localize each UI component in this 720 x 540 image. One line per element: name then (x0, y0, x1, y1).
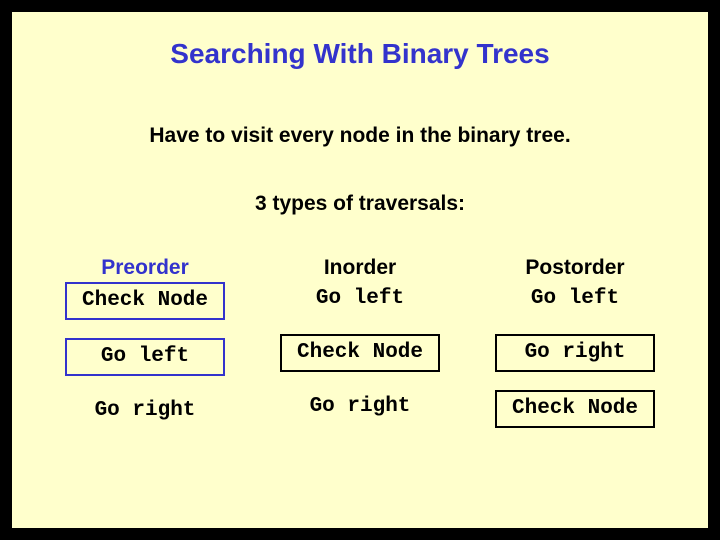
slide-title: Searching With Binary Trees (12, 38, 708, 70)
column-preorder: Preorder Check Node Go left Go right (45, 256, 245, 428)
section-label: 3 types of traversals: (12, 192, 708, 216)
step-preorder-1: Go left (65, 338, 225, 376)
column-inorder: Inorder Go left Check Node Go right (260, 256, 460, 428)
step-postorder-1: Go right (495, 334, 655, 372)
step-inorder-0: Go left (280, 282, 440, 316)
step-postorder-2: Check Node (495, 390, 655, 428)
step-preorder-0: Check Node (65, 282, 225, 320)
column-postorder: Postorder Go left Go right Check Node (475, 256, 675, 428)
slide-subtitle: Have to visit every node in the binary t… (12, 124, 708, 148)
column-heading-preorder: Preorder (101, 256, 189, 280)
column-heading-inorder: Inorder (324, 256, 396, 280)
traversal-columns: Preorder Check Node Go left Go right Ino… (12, 256, 708, 428)
step-preorder-2: Go right (65, 394, 225, 428)
step-inorder-1: Check Node (280, 334, 440, 372)
step-postorder-0: Go left (495, 282, 655, 316)
column-heading-postorder: Postorder (525, 256, 624, 280)
slide: Searching With Binary Trees Have to visi… (12, 12, 708, 528)
step-inorder-2: Go right (280, 390, 440, 424)
